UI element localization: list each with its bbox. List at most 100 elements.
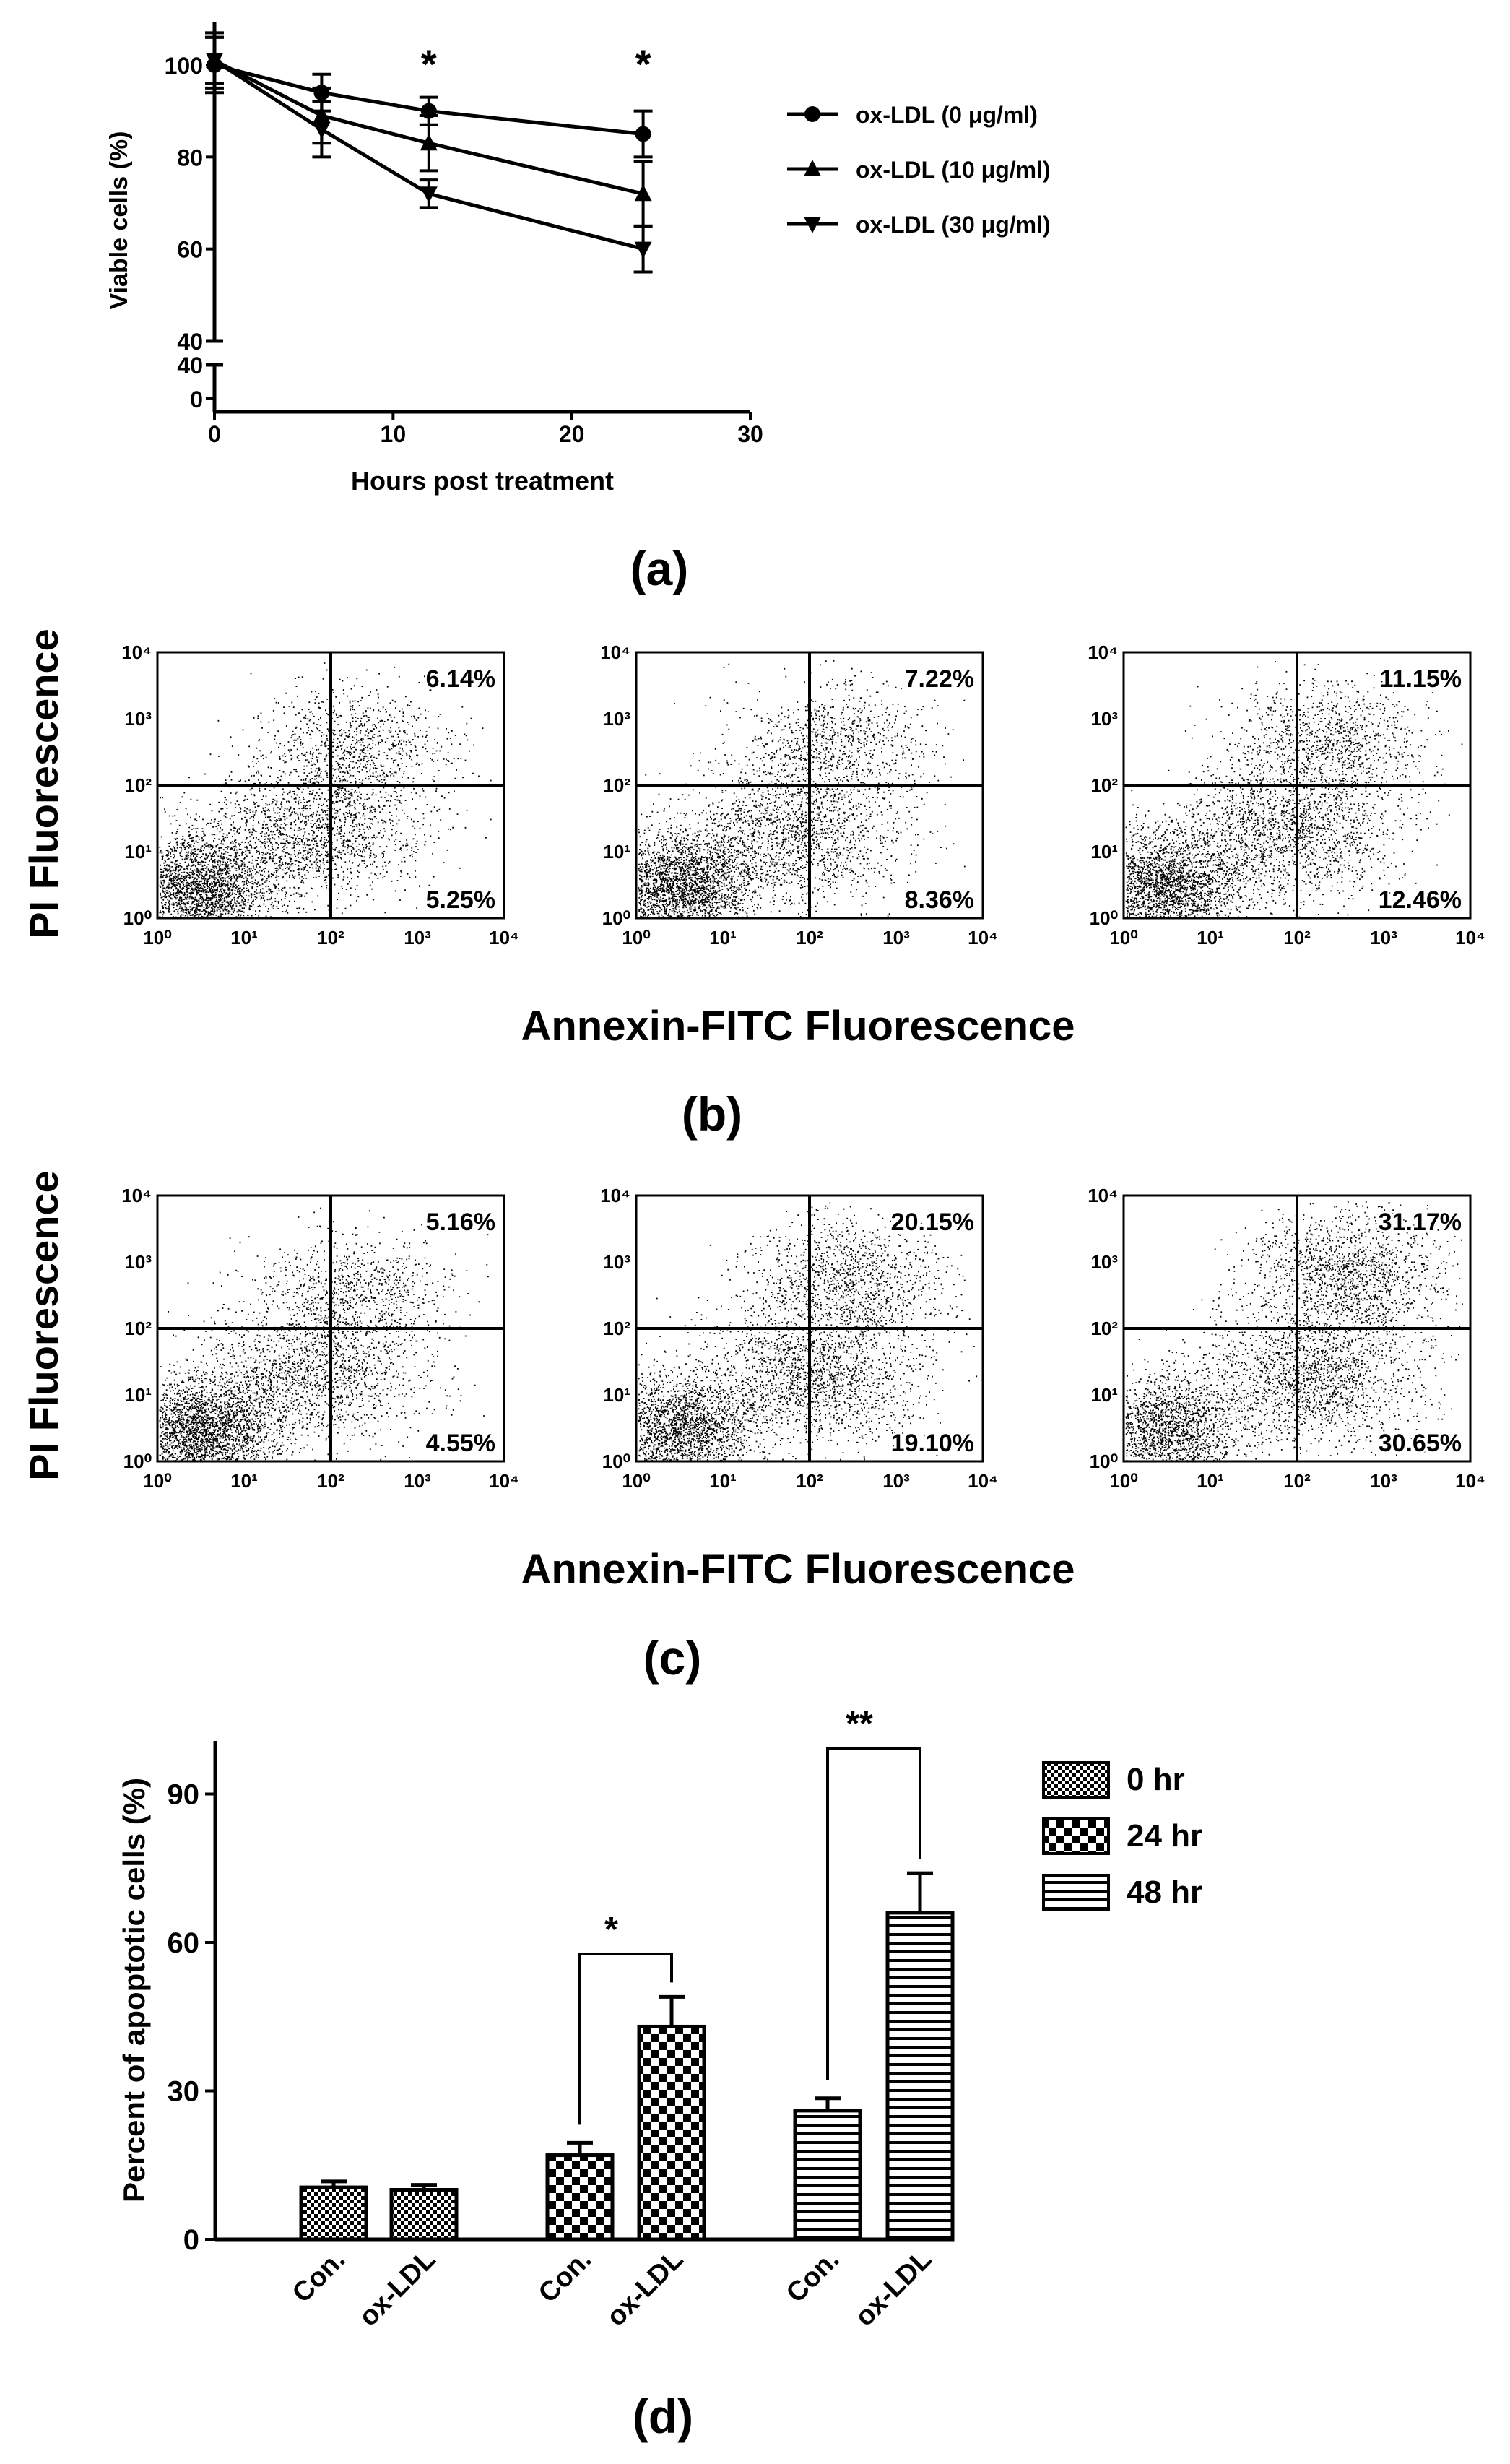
flow-y-tick-label: 10³: [124, 708, 152, 730]
d-legend-swatch: [1042, 1874, 1110, 1911]
panel-b-plots: 10⁰10⁰10¹10¹10²10²10³10³10⁴10⁴6.14%5.25%…: [121, 641, 1485, 948]
flow-x-tick-label: 10³: [404, 1470, 431, 1492]
flow-x-tick-label: 10²: [317, 1470, 344, 1492]
upper-right-percent: 7.22%: [905, 665, 974, 693]
flow-y-tick-label: 10⁰: [1090, 907, 1118, 929]
d-x-tick-label: ox-LDL: [601, 2244, 689, 2333]
flow-y-tick-label: 10¹: [603, 841, 630, 863]
lower-right-percent: 30.65%: [1379, 1430, 1462, 1457]
flow-y-tick-label: 10⁰: [123, 1451, 152, 1472]
d-x-tick-label: Con.: [781, 2244, 845, 2309]
flow-x-tick-label: 10⁴: [968, 1470, 998, 1492]
flow-x-tick-label: 10³: [1370, 1470, 1397, 1492]
d-significance-mark: **: [846, 1705, 873, 1743]
flow-x-tick-label: 10⁴: [968, 927, 998, 948]
panel-a-caption: (a): [630, 542, 689, 595]
lower-right-percent: 4.55%: [426, 1430, 495, 1457]
a-legend-label: ox-LDL (0 μg/ml): [856, 102, 1038, 128]
panel-c-plots: 10⁰10⁰10¹10¹10²10²10³10³10⁴10⁴5.16%4.55%…: [121, 1185, 1485, 1492]
lower-right-percent: 8.36%: [905, 886, 974, 914]
flow-x-tick-label: 10¹: [709, 1470, 737, 1492]
panel-c-caption: (c): [643, 1631, 702, 1685]
flow-x-tick-label: 10¹: [1197, 1470, 1224, 1492]
upper-right-percent: 20.15%: [891, 1209, 974, 1236]
a-data-point: [420, 134, 438, 151]
panel-d-y-axis-label: Percent of apoptotic cells (%): [117, 1778, 151, 2203]
flow-y-tick-label: 10⁰: [1090, 1451, 1118, 1472]
c-plots-event-dots: [1125, 1201, 1463, 1461]
panel-d-legend: 0 hr 24 hr 48 hr: [1042, 1761, 1202, 1911]
flow-x-tick-label: 10⁰: [622, 927, 650, 948]
a-y-tick-label: 0: [190, 386, 203, 412]
a-data-point: [634, 241, 652, 259]
flow-x-tick-label: 10³: [882, 927, 910, 948]
a-x-tick-label: 0: [208, 421, 221, 447]
d-x-tick-label: Con.: [533, 2244, 597, 2309]
flow-x-tick-label: 10⁰: [143, 927, 171, 948]
flow-y-tick-label: 10³: [603, 1251, 630, 1273]
a-x-tick-label: 20: [559, 421, 585, 447]
d-bar: [389, 2188, 459, 2242]
a-legend-marker: [804, 106, 820, 122]
a-series-line: [214, 63, 643, 136]
panel-b-caption: (b): [682, 1087, 742, 1141]
flow-y-tick-label: 10²: [603, 774, 630, 796]
a-data-point: [635, 126, 651, 142]
flow-y-tick-label: 10¹: [124, 841, 152, 863]
a-y-tick-label: 100: [165, 53, 203, 79]
panel-d-bar-chart: Percent of apoptotic cells (%) (d) 0 30 60…: [117, 1705, 1202, 2443]
flow-y-tick-label: 10²: [603, 1318, 630, 1339]
flow-y-tick-label: 10²: [1090, 774, 1118, 796]
d-x-tick-label: Con.: [287, 2244, 351, 2309]
flow-y-tick-label: 10¹: [1090, 1384, 1118, 1406]
a-series-line: [213, 59, 644, 251]
d-legend-label: 24 hr: [1127, 1818, 1202, 1854]
flow-x-tick-label: 10⁴: [489, 1470, 519, 1492]
flow-x-tick-label: 10²: [1283, 1470, 1311, 1492]
a-data-point: [634, 184, 652, 202]
flow-y-tick-label: 10¹: [1090, 841, 1118, 863]
d-legend-label: 48 hr: [1127, 1875, 1202, 1910]
flow-x-tick-label: 10¹: [1197, 927, 1224, 948]
d-y-tick-label: 90: [168, 1779, 200, 1811]
lower-right-percent: 19.10%: [891, 1430, 974, 1457]
a-series-line: [213, 59, 644, 196]
d-bar: [793, 2109, 862, 2242]
panel-c-x-axis-label: Annexin-FITC Fluorescence: [521, 1546, 1075, 1593]
flow-x-tick-label: 10²: [796, 1470, 823, 1492]
a-data-point: [206, 53, 223, 70]
d-x-tick-label: ox-LDL: [353, 2244, 441, 2333]
b-plots-event-dots: [638, 660, 966, 918]
flow-y-tick-label: 10⁴: [1088, 641, 1118, 663]
flow-y-tick-label: 10³: [603, 708, 630, 730]
flow-y-tick-label: 10³: [1090, 1251, 1118, 1273]
d-legend-label: 0 hr: [1127, 1762, 1185, 1797]
panel-d-caption: (d): [633, 2390, 693, 2443]
a-legend-marker: [804, 160, 821, 176]
flow-y-tick-label: 10³: [124, 1251, 152, 1273]
a-legend-label: ox-LDL (10 μg/ml): [856, 157, 1051, 183]
d-y-tick-label: 60: [168, 1927, 200, 1959]
panel-a-line-chart: Viable cells (%) Hours post treatment (a…: [105, 22, 1051, 595]
a-x-tick-label: 30: [737, 421, 763, 447]
flow-x-tick-label: 10⁴: [489, 927, 519, 948]
d-significance-bracket: [826, 1747, 921, 2080]
flow-y-tick-label: 10⁰: [123, 907, 152, 929]
a-y-tick-label: 80: [177, 144, 203, 170]
a-legend-marker: [804, 217, 821, 233]
d-significance-bracket: [578, 1953, 673, 2125]
panel-b-x-axis-label: Annexin-FITC Fluorescence: [521, 1003, 1075, 1050]
flow-x-tick-label: 10¹: [230, 1470, 258, 1492]
flow-y-tick-label: 10⁰: [602, 907, 630, 929]
d-legend-swatch: [1042, 1817, 1110, 1855]
flow-x-tick-label: 10⁰: [1109, 1470, 1137, 1492]
d-bar: [885, 1911, 955, 2242]
flow-x-tick-label: 10⁰: [622, 1470, 650, 1492]
flow-x-tick-label: 10²: [796, 927, 823, 948]
